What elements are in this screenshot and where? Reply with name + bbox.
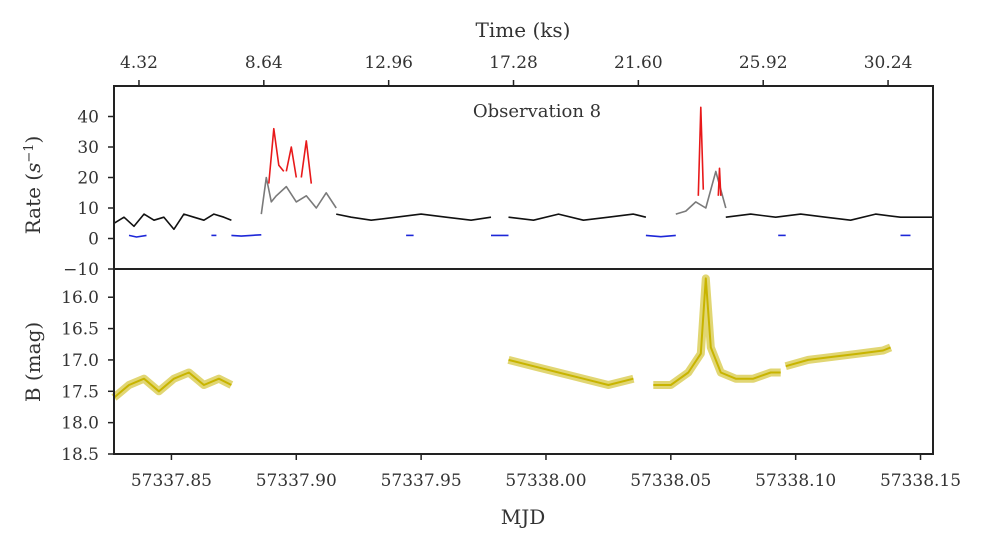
bmag-series — [785, 346, 891, 368]
rate-series-low — [645, 234, 676, 238]
rate-series-flare_peak — [268, 127, 285, 184]
rate-series-low — [128, 234, 147, 238]
observation-annotation: Observation 8 — [473, 101, 601, 122]
bmag-tick-label: 16.5 — [61, 320, 99, 340]
bottom-tick-label: 57338.00 — [505, 471, 586, 491]
top-axis-ticks: 4.32 8.64 12.96 17.28 21.60 25.92 30.24 — [120, 53, 912, 86]
bmag-light-curve — [111, 274, 893, 401]
top-tick-label: 8.64 — [245, 53, 283, 73]
top-tick-label: 4.32 — [120, 53, 158, 73]
bottom-axis-ticks: 57337.85 57337.90 57337.95 57338.00 57338.05… — [131, 454, 961, 491]
rate-tick-label: −10 — [63, 260, 99, 280]
rate-series-flare_peak — [697, 106, 705, 196]
bmag-series — [113, 371, 232, 399]
rate-series-normal — [508, 213, 647, 221]
bottom-axis-title: MJD — [501, 505, 546, 529]
rate-series-flare_peak — [717, 167, 722, 196]
rate-light-curve — [113, 106, 933, 238]
bottom-tick-label: 57337.95 — [381, 471, 462, 491]
rate-tick-label: 10 — [77, 199, 99, 219]
rate-panel: −10 0 10 20 30 40 Observation 8 Rate (s−1) — [21, 101, 933, 280]
rate-series-flare_onset — [675, 170, 727, 215]
rate-axis-title-symbol: s — [21, 163, 45, 173]
rate-series-flare_peak — [285, 146, 298, 178]
bottom-tick-label: 57338.15 — [880, 471, 961, 491]
rate-tick-label: 30 — [77, 138, 99, 158]
rate-series-normal — [725, 213, 933, 221]
rate-axis-title: Rate (s−1) — [21, 136, 45, 235]
rate-series-flare_onset — [260, 176, 337, 215]
top-tick-label: 21.60 — [614, 53, 663, 73]
rate-series-low — [231, 234, 262, 237]
bottom-tick-label: 57338.05 — [630, 471, 711, 491]
top-tick-label: 25.92 — [739, 53, 788, 73]
top-axis-title: Time (ks) — [476, 18, 571, 42]
top-tick-label: 30.24 — [864, 53, 913, 73]
bmag-tick-label: 17.0 — [61, 351, 99, 371]
top-tick-label: 17.28 — [489, 53, 538, 73]
rate-series-normal — [113, 213, 232, 231]
rate-axis-title-main: Rate ( — [21, 173, 45, 234]
rate-axis-title-exponent: −1 — [22, 143, 37, 162]
bmag-axis-title: B (mag) — [21, 322, 45, 402]
bmag-panel: 16.0 16.5 17.0 17.5 18.0 18.5 B (mag) — [21, 274, 893, 465]
bmag-tick-label: 17.5 — [61, 382, 99, 402]
bottom-tick-label: 57337.85 — [131, 471, 212, 491]
bmag-y-ticks: 16.0 16.5 17.0 17.5 18.0 18.5 — [61, 288, 114, 465]
bmag-series — [508, 358, 634, 386]
top-tick-label: 12.96 — [364, 53, 413, 73]
bottom-tick-label: 57337.90 — [256, 471, 337, 491]
rate-series-flare_peak — [300, 140, 313, 184]
rate-tick-label: 0 — [88, 230, 99, 250]
rate-tick-label: 40 — [77, 108, 99, 128]
bottom-tick-label: 57338.10 — [755, 471, 836, 491]
rate-axis-title-close: ) — [21, 136, 45, 144]
bmag-tick-label: 16.0 — [61, 288, 99, 308]
bmag-tick-label: 18.0 — [61, 414, 99, 434]
bmag-tick-label: 18.5 — [61, 445, 99, 465]
bmag-series — [653, 277, 781, 386]
rate-tick-label: 20 — [77, 169, 99, 189]
rate-series-normal — [336, 213, 492, 221]
